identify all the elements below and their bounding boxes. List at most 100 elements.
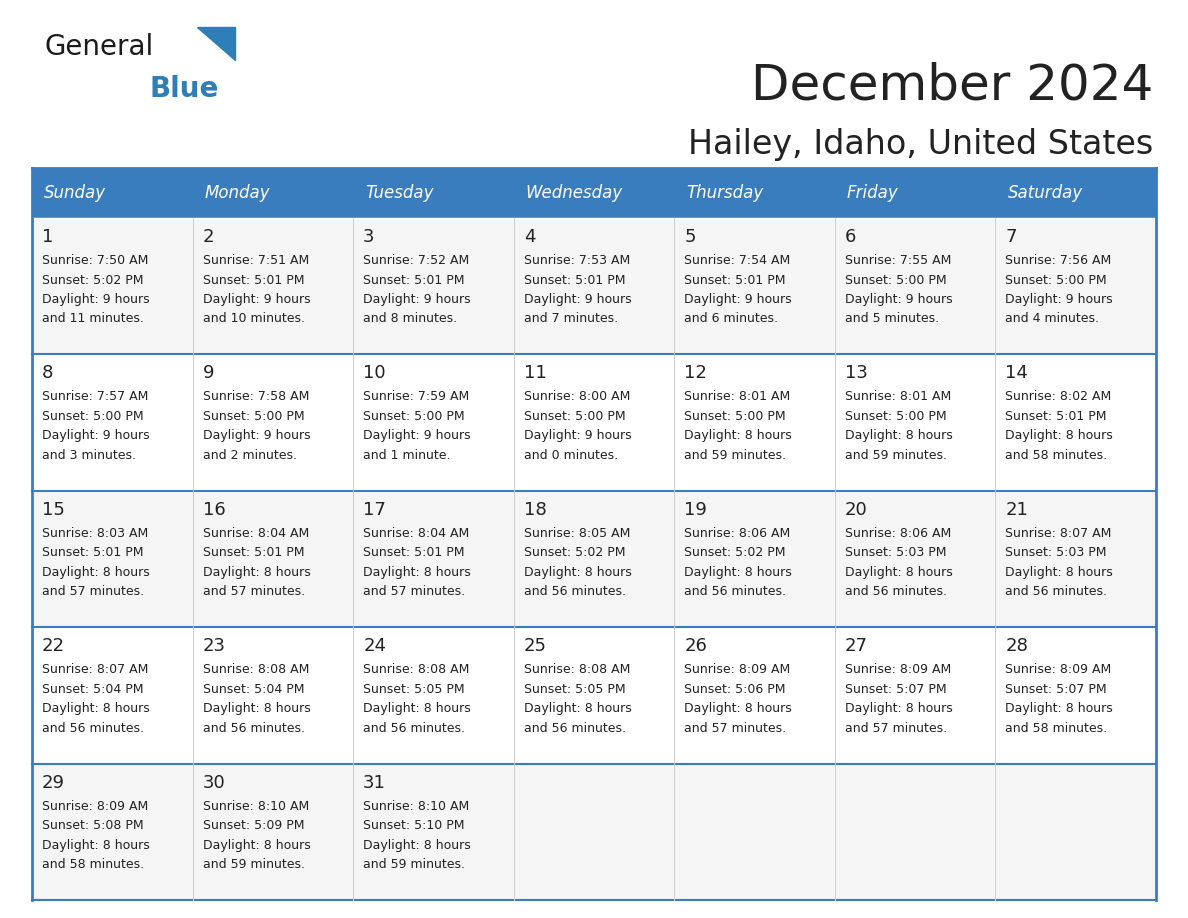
Text: 13: 13	[845, 364, 867, 383]
Text: Daylight: 8 hours: Daylight: 8 hours	[684, 565, 792, 579]
Text: Daylight: 9 hours: Daylight: 9 hours	[1005, 293, 1113, 306]
Text: Daylight: 8 hours: Daylight: 8 hours	[524, 565, 632, 579]
Text: Sunrise: 7:56 AM: Sunrise: 7:56 AM	[1005, 254, 1112, 267]
Bar	[353, 218, 513, 354]
Text: Sunrise: 7:50 AM: Sunrise: 7:50 AM	[42, 254, 148, 267]
Bar	[996, 168, 1156, 218]
Text: 28: 28	[1005, 637, 1029, 655]
Bar	[675, 764, 835, 900]
Text: Daylight: 8 hours: Daylight: 8 hours	[203, 702, 310, 715]
Text: Sunset: 5:02 PM: Sunset: 5:02 PM	[684, 546, 785, 559]
Text: Daylight: 9 hours: Daylight: 9 hours	[42, 293, 150, 306]
Bar	[835, 627, 996, 764]
Text: 2: 2	[203, 228, 214, 246]
Bar	[513, 218, 675, 354]
Text: Sunrise: 8:06 AM: Sunrise: 8:06 AM	[684, 527, 790, 540]
Bar	[192, 491, 353, 627]
Bar	[996, 627, 1156, 764]
Bar	[996, 764, 1156, 900]
Text: Sunrise: 7:57 AM: Sunrise: 7:57 AM	[42, 390, 148, 403]
Bar	[32, 218, 192, 354]
Text: and 3 minutes.: and 3 minutes.	[42, 449, 135, 462]
Text: and 1 minute.: and 1 minute.	[364, 449, 450, 462]
Bar	[353, 491, 513, 627]
Text: Sunset: 5:09 PM: Sunset: 5:09 PM	[203, 819, 304, 832]
Text: Daylight: 8 hours: Daylight: 8 hours	[364, 839, 470, 852]
Text: and 56 minutes.: and 56 minutes.	[364, 722, 466, 734]
Bar	[675, 354, 835, 491]
Text: Friday: Friday	[847, 184, 898, 202]
Text: Sunset: 5:00 PM: Sunset: 5:00 PM	[845, 274, 947, 286]
Text: and 4 minutes.: and 4 minutes.	[1005, 312, 1099, 326]
Text: 29: 29	[42, 774, 65, 791]
Text: and 56 minutes.: and 56 minutes.	[524, 586, 626, 599]
Text: Sunset: 5:00 PM: Sunset: 5:00 PM	[1005, 274, 1107, 286]
Text: Daylight: 8 hours: Daylight: 8 hours	[42, 565, 150, 579]
Text: Monday: Monday	[204, 184, 270, 202]
Text: and 56 minutes.: and 56 minutes.	[1005, 586, 1107, 599]
Bar	[32, 764, 192, 900]
Text: 20: 20	[845, 501, 867, 519]
Text: Sunset: 5:02 PM: Sunset: 5:02 PM	[524, 546, 625, 559]
Bar	[675, 218, 835, 354]
Bar	[513, 764, 675, 900]
Text: Sunset: 5:04 PM: Sunset: 5:04 PM	[42, 683, 144, 696]
Bar	[996, 218, 1156, 354]
Text: 16: 16	[203, 501, 226, 519]
Text: and 7 minutes.: and 7 minutes.	[524, 312, 618, 326]
Bar	[996, 491, 1156, 627]
Text: Sunrise: 8:07 AM: Sunrise: 8:07 AM	[42, 663, 148, 677]
Text: Sunset: 5:02 PM: Sunset: 5:02 PM	[42, 274, 144, 286]
Text: and 57 minutes.: and 57 minutes.	[845, 722, 947, 734]
Text: Sunset: 5:05 PM: Sunset: 5:05 PM	[524, 683, 625, 696]
Text: and 59 minutes.: and 59 minutes.	[684, 449, 786, 462]
Text: Daylight: 8 hours: Daylight: 8 hours	[203, 839, 310, 852]
Text: Daylight: 9 hours: Daylight: 9 hours	[203, 430, 310, 442]
Text: Sunset: 5:00 PM: Sunset: 5:00 PM	[524, 410, 625, 423]
Text: Daylight: 9 hours: Daylight: 9 hours	[684, 293, 792, 306]
Text: and 56 minutes.: and 56 minutes.	[684, 586, 786, 599]
Text: Sunrise: 8:01 AM: Sunrise: 8:01 AM	[684, 390, 790, 403]
Text: 18: 18	[524, 501, 546, 519]
Text: Sunrise: 7:59 AM: Sunrise: 7:59 AM	[364, 390, 469, 403]
Text: and 58 minutes.: and 58 minutes.	[42, 858, 144, 871]
Text: Daylight: 9 hours: Daylight: 9 hours	[524, 430, 631, 442]
Bar	[32, 168, 192, 218]
Text: 31: 31	[364, 774, 386, 791]
Text: Sunset: 5:00 PM: Sunset: 5:00 PM	[684, 410, 786, 423]
Text: 8: 8	[42, 364, 53, 383]
Text: 7: 7	[1005, 228, 1017, 246]
Text: 9: 9	[203, 364, 214, 383]
Text: Daylight: 9 hours: Daylight: 9 hours	[845, 293, 953, 306]
Text: Sunrise: 8:09 AM: Sunrise: 8:09 AM	[845, 663, 952, 677]
Text: 27: 27	[845, 637, 868, 655]
Bar	[996, 354, 1156, 491]
Text: Thursday: Thursday	[687, 184, 764, 202]
Text: Tuesday: Tuesday	[365, 184, 434, 202]
Text: Daylight: 9 hours: Daylight: 9 hours	[364, 293, 470, 306]
Text: Sunrise: 8:08 AM: Sunrise: 8:08 AM	[524, 663, 630, 677]
Text: and 58 minutes.: and 58 minutes.	[1005, 449, 1107, 462]
Text: Sunrise: 8:04 AM: Sunrise: 8:04 AM	[364, 527, 469, 540]
Bar	[192, 354, 353, 491]
Bar	[513, 354, 675, 491]
Text: Sunrise: 8:08 AM: Sunrise: 8:08 AM	[364, 663, 469, 677]
Bar	[353, 354, 513, 491]
Text: Sunset: 5:07 PM: Sunset: 5:07 PM	[1005, 683, 1107, 696]
Text: 5: 5	[684, 228, 696, 246]
Text: Daylight: 9 hours: Daylight: 9 hours	[364, 430, 470, 442]
Text: 19: 19	[684, 501, 707, 519]
Text: Sunrise: 7:51 AM: Sunrise: 7:51 AM	[203, 254, 309, 267]
Text: Sunset: 5:01 PM: Sunset: 5:01 PM	[203, 274, 304, 286]
Text: Sunrise: 8:05 AM: Sunrise: 8:05 AM	[524, 527, 630, 540]
Text: Sunrise: 8:09 AM: Sunrise: 8:09 AM	[42, 800, 148, 812]
Text: Sunset: 5:04 PM: Sunset: 5:04 PM	[203, 683, 304, 696]
Bar	[513, 491, 675, 627]
Text: 6: 6	[845, 228, 857, 246]
Text: Sunset: 5:03 PM: Sunset: 5:03 PM	[1005, 546, 1107, 559]
Bar	[675, 168, 835, 218]
Text: Daylight: 8 hours: Daylight: 8 hours	[684, 430, 792, 442]
Text: Daylight: 8 hours: Daylight: 8 hours	[845, 565, 953, 579]
Text: and 58 minutes.: and 58 minutes.	[1005, 722, 1107, 734]
Text: Saturday: Saturday	[1007, 184, 1082, 202]
